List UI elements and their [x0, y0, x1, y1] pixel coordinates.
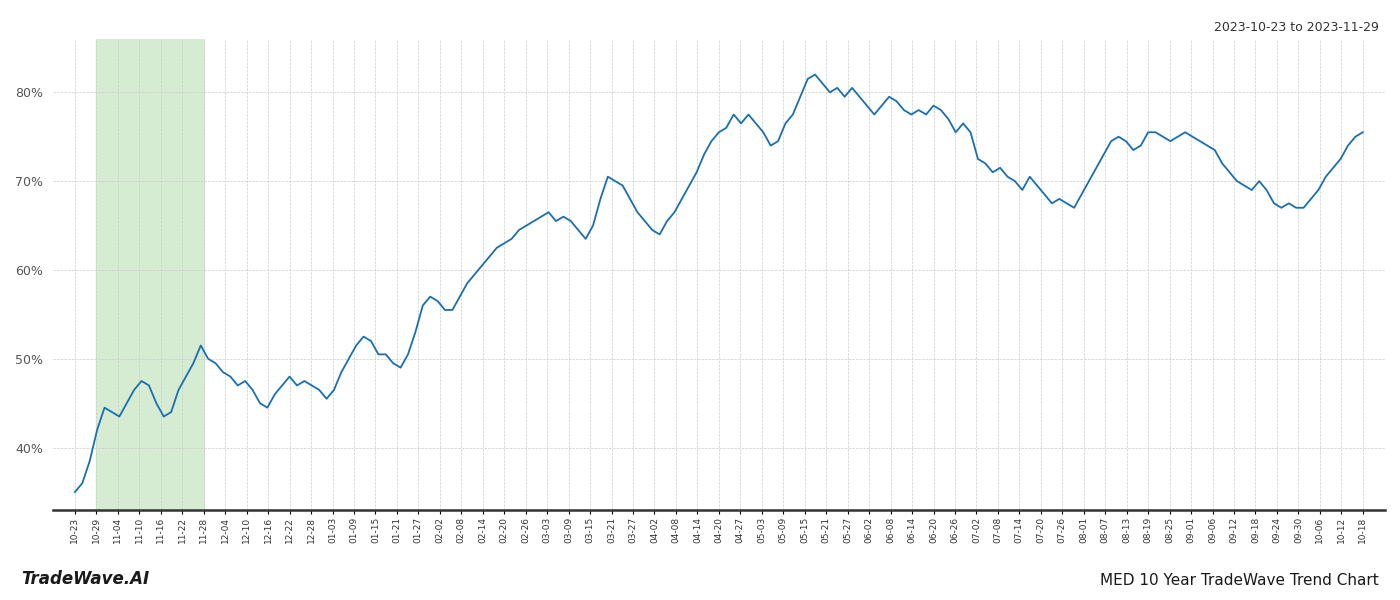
Text: MED 10 Year TradeWave Trend Chart: MED 10 Year TradeWave Trend Chart: [1100, 573, 1379, 588]
Text: 2023-10-23 to 2023-11-29: 2023-10-23 to 2023-11-29: [1214, 21, 1379, 34]
Bar: [97, 39, 204, 510]
Text: TradeWave.AI: TradeWave.AI: [21, 570, 150, 588]
